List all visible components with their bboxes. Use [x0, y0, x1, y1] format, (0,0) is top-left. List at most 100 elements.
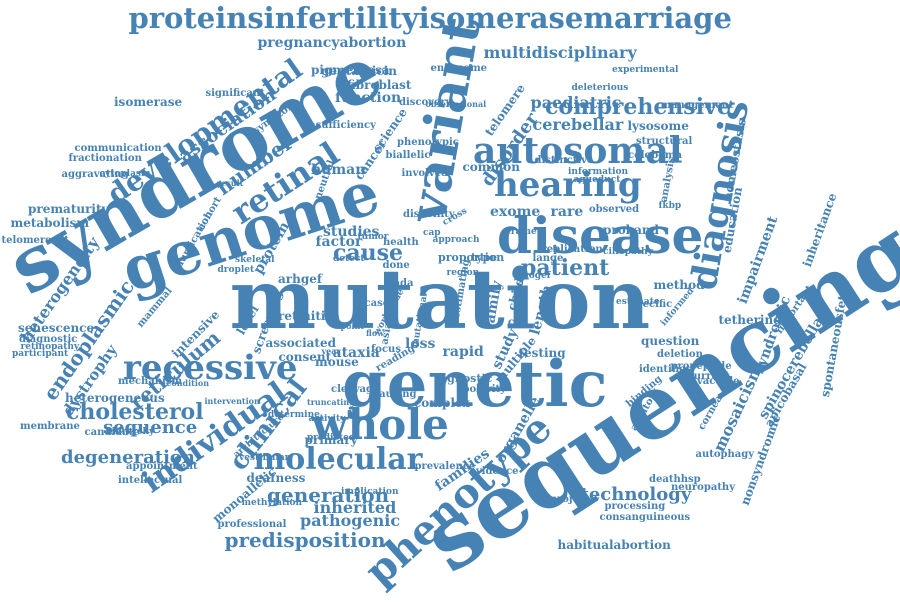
- word-appointment: appointment: [126, 461, 198, 472]
- word-pregnancyabortion: pregnancyabortion: [257, 35, 407, 51]
- word-cause: cause: [333, 240, 404, 266]
- word-prematurity: prematurity: [28, 202, 109, 216]
- word-participant: participant: [12, 348, 69, 359]
- word-predisposition: predisposition: [224, 528, 386, 552]
- word-health: health: [383, 237, 419, 248]
- word-type: type: [471, 250, 498, 264]
- word-methylation: methylation: [241, 497, 303, 508]
- word-phenotypic: phenotypic: [397, 137, 459, 148]
- word-project: project: [550, 494, 590, 505]
- word-testing: testing: [518, 346, 566, 360]
- word-loss: loss: [405, 336, 436, 352]
- word-deafness: deafness: [246, 471, 306, 485]
- word-aqueduct: aqueduct: [573, 174, 621, 185]
- word-pigmentosa: pigmentosa: [311, 63, 390, 77]
- word-comprehensive: comprehensive: [545, 94, 731, 120]
- word-ciliopathy: ciliopathy: [603, 246, 653, 257]
- word-retinitis: retinitis: [278, 309, 333, 323]
- word-proportion: proportion: [438, 250, 505, 264]
- word-paediatric: paediatric: [530, 93, 622, 112]
- word-condition: condition: [166, 378, 210, 388]
- word-cerebellar: cerebellar: [532, 115, 624, 134]
- word-point: point: [340, 321, 364, 331]
- word-significant: significant: [205, 88, 265, 99]
- word-proband: proband: [603, 223, 659, 237]
- word-sequence: sequence: [103, 417, 198, 438]
- word-case: case: [364, 298, 390, 309]
- word-approach: approach: [432, 234, 480, 245]
- word-truncating: truncating: [307, 397, 355, 407]
- word-isomerase: isomerase: [114, 95, 183, 109]
- word-recurrent: recurrent: [676, 371, 730, 382]
- word-prevalence: prevalence: [414, 461, 476, 472]
- word-observational: observational: [425, 99, 487, 109]
- word-processing: processing: [604, 501, 666, 512]
- word-cytoplasm: cytoplasm: [99, 168, 151, 179]
- word-polarity: polarity: [462, 384, 506, 395]
- word-fibroblast: fibroblast: [347, 78, 412, 92]
- word-droplet: droplet: [217, 264, 255, 275]
- word-consent: consent: [278, 350, 332, 364]
- word-fkbp: fkbp: [658, 200, 682, 211]
- word-heterogeneous: heterogeneous: [65, 391, 165, 405]
- word-lysosome: lysosome: [627, 119, 689, 133]
- word-cell: cell: [508, 317, 529, 328]
- word-determine: determine: [268, 409, 320, 420]
- word-neuropathy: neuropathy: [671, 482, 736, 493]
- word-endosome: endosome: [430, 63, 488, 74]
- word-genetic: genetic: [342, 347, 608, 422]
- word-hierarchy: hierarchy: [106, 426, 155, 437]
- word-retinopathy: retinopathy: [20, 341, 80, 352]
- word-associated: associated: [265, 336, 337, 350]
- word-management: management: [660, 100, 734, 111]
- word-insufficiency: insufficiency: [304, 120, 376, 131]
- word-tumor: tumor: [357, 231, 389, 242]
- word-proteinsinfertilityisomerasemarriage: proteinsinfertilityisomerasemarriage: [128, 0, 732, 35]
- word-vestibular: vestibular: [239, 452, 290, 463]
- word-causing: causing: [373, 389, 417, 400]
- word-lange: lange: [532, 253, 564, 264]
- word-experimental: experimental: [612, 64, 679, 75]
- word-disability: disability: [403, 209, 455, 220]
- word-senescence: senescence: [18, 321, 95, 335]
- word-exome: exome: [490, 204, 541, 220]
- word-mechanism: mechanism: [118, 376, 183, 387]
- word-result: result: [217, 178, 244, 188]
- word-technology: technology: [580, 484, 692, 505]
- word-autosomal: autosomal: [473, 130, 683, 172]
- word-patient: patient: [521, 255, 610, 281]
- word-flow: flow: [366, 328, 385, 338]
- word-implication: implication: [341, 486, 399, 497]
- word-skeletal: skeletal: [235, 254, 275, 265]
- word-ataxia: ataxia: [332, 345, 380, 361]
- word-intervention: intervention: [204, 396, 260, 406]
- word-coloboma: coloboma: [628, 150, 682, 161]
- word-diagnostic: diagnostic: [19, 334, 78, 345]
- word-cleavage: cleavage: [331, 384, 380, 395]
- word-whole: whole: [311, 400, 449, 449]
- word-complex: complex: [414, 396, 470, 410]
- word-distinctive: distinctive: [534, 155, 594, 166]
- word-predicted: predicted: [307, 432, 356, 443]
- word-arhgef: arhgef: [278, 272, 323, 286]
- word-nonsyndromic: nonsyndromic: [737, 412, 783, 508]
- word-intellectual: intellectual: [118, 475, 183, 486]
- word-structural: structural: [636, 136, 693, 147]
- word-mouse: mouse: [315, 355, 359, 369]
- word-vacuole: vacuole: [697, 376, 740, 387]
- word-professional: professional: [217, 519, 287, 530]
- word-membrane: membrane: [20, 421, 80, 432]
- word-detect: detect: [333, 253, 365, 264]
- word-rare: rare: [550, 204, 584, 220]
- word-specific: specific: [630, 299, 673, 310]
- word-rapid: rapid: [442, 344, 484, 360]
- word-deletion: deletion: [657, 349, 703, 360]
- word-biallelic: biallelic: [385, 150, 431, 161]
- word-disease: disease: [497, 206, 704, 265]
- word-studies: studies: [323, 224, 380, 240]
- word-variant: variant: [396, 12, 493, 227]
- word-candidate: candidate: [84, 427, 140, 438]
- word-pathogenic: pathogenic: [300, 511, 401, 530]
- word-frame: frame: [507, 226, 537, 237]
